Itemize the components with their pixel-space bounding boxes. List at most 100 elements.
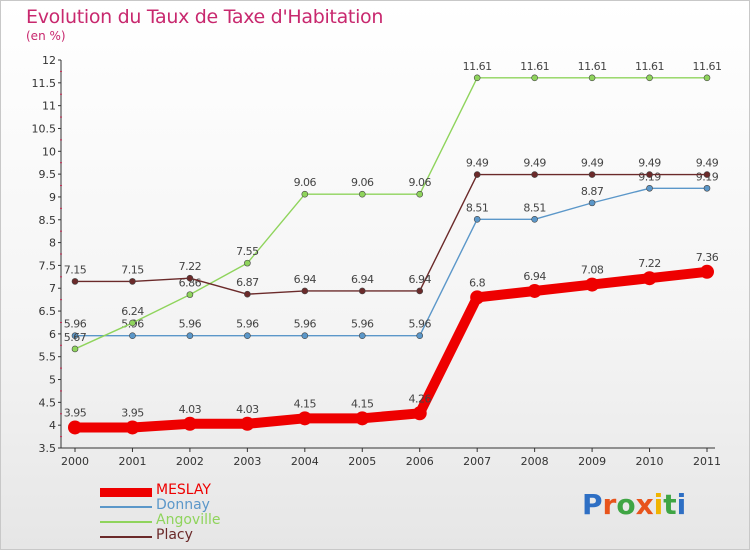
data-point-donnay (531, 216, 538, 223)
data-point-placy (71, 278, 79, 285)
y-tick-label: 7 (49, 282, 56, 295)
y-tick-label: 11.5 (32, 77, 57, 90)
data-label-donnay: 5.96 (179, 318, 202, 331)
data-label-meslay: 4.03 (236, 403, 259, 416)
logo-letter: t (663, 488, 677, 521)
y-tick-label: 9 (49, 191, 56, 204)
data-label-placy: 9.49 (466, 157, 489, 170)
unit-label: (en %) (26, 29, 66, 43)
x-tick-label: 2009 (578, 455, 606, 468)
legend-label: MESLAY (156, 482, 211, 498)
data-label-placy: 9.49 (638, 157, 661, 170)
data-point-angoville (531, 74, 538, 82)
data-label-donnay: 8.51 (466, 201, 489, 214)
series-line-angoville (74, 77, 708, 350)
proxiti-logo: Proxiti (582, 488, 686, 521)
y-tick-label: 8.5 (39, 214, 57, 227)
data-label-placy: 9.49 (696, 157, 719, 170)
y-tick-label: 5 (49, 374, 56, 387)
logo-letter: i (653, 488, 664, 521)
data-label-meslay: 4.03 (179, 403, 202, 416)
data-point-angoville (588, 74, 596, 82)
y-tick-label: 4.5 (39, 396, 57, 409)
data-label-placy: 6.94 (408, 273, 431, 286)
data-label-angoville: 6.24 (121, 305, 144, 318)
data-label-meslay: 4.15 (351, 397, 374, 410)
chart-title: Evolution du Taux de Taxe d'Habitation (26, 6, 384, 28)
data-point-donnay (703, 184, 711, 192)
data-point-donnay (186, 332, 194, 340)
y-tick-label: 6 (49, 328, 56, 341)
logo-letter: P (582, 488, 603, 521)
data-point-angoville (129, 319, 136, 327)
x-tick-label: 2010 (636, 455, 664, 468)
data-point-angoville (473, 74, 481, 82)
data-point-angoville (358, 190, 366, 198)
data-point-meslay (297, 411, 312, 426)
data-point-angoville (71, 345, 79, 353)
data-point-donnay (588, 199, 596, 207)
data-point-donnay (301, 332, 309, 340)
data-label-donnay: 5.96 (408, 318, 431, 331)
data-point-meslay (68, 420, 82, 435)
data-label-placy: 6.87 (236, 276, 259, 289)
y-tick-label: 9.5 (39, 168, 57, 181)
data-point-meslay (355, 411, 370, 426)
legend-label: Donnay (156, 497, 210, 513)
data-label-angoville: 11.61 (463, 60, 492, 73)
data-point-placy (646, 171, 653, 178)
data-point-placy (129, 278, 136, 285)
logo-letter: r (602, 488, 617, 521)
data-point-placy (301, 287, 309, 295)
data-label-meslay: 4.26 (408, 392, 431, 405)
series-line-placy (74, 173, 708, 295)
y-tick-label: 7.5 (39, 259, 57, 272)
x-tick-label: 2008 (521, 455, 549, 468)
data-point-angoville (301, 190, 309, 198)
data-point-meslay (125, 420, 140, 435)
data-label-placy: 7.22 (179, 260, 202, 273)
series-line-meslay (70, 266, 712, 433)
data-point-donnay (358, 332, 366, 340)
series-line-donnay (74, 187, 708, 337)
data-point-angoville (703, 74, 711, 82)
data-point-donnay (71, 332, 79, 340)
data-label-meslay: 6.94 (523, 270, 546, 283)
data-label-donnay: 5.96 (351, 318, 374, 331)
data-point-donnay (646, 184, 653, 192)
data-point-angoville (416, 190, 424, 198)
data-point-placy (703, 171, 711, 178)
data-label-meslay: 7.36 (696, 251, 719, 264)
x-tick-label: 2000 (61, 455, 89, 468)
data-label-angoville: 5.67 (64, 331, 87, 344)
data-label-donnay: 8.51 (523, 201, 546, 214)
data-point-meslay (527, 283, 542, 298)
data-point-placy (186, 274, 194, 282)
y-tick-label: 10.5 (32, 122, 57, 135)
data-label-angoville: 11.61 (578, 60, 607, 73)
data-label-donnay: 5.96 (294, 318, 317, 331)
x-tick-label: 2011 (693, 455, 721, 468)
logo-letter: o (616, 488, 636, 521)
legend-swatch (100, 487, 152, 497)
data-point-angoville (646, 74, 653, 82)
data-label-angoville: 9.06 (351, 176, 374, 189)
x-tick-label: 2006 (406, 455, 434, 468)
data-label-placy: 9.49 (581, 157, 604, 170)
data-label-placy: 7.15 (64, 263, 87, 276)
legend-swatch (100, 506, 152, 508)
data-label-angoville: 9.06 (294, 176, 317, 189)
x-tick-label: 2003 (233, 455, 261, 468)
logo-letter: i (676, 488, 687, 521)
legend-label: Angoville (156, 512, 221, 528)
data-label-placy: 7.15 (121, 263, 144, 276)
data-point-meslay (182, 416, 197, 431)
data-label-angoville: 11.61 (693, 60, 722, 73)
y-tick-label: 11 (42, 100, 56, 113)
legend-swatch (100, 521, 152, 523)
data-label-placy: 6.94 (351, 273, 374, 286)
y-tick-label: 10 (42, 145, 56, 158)
data-label-angoville: 7.55 (236, 245, 259, 258)
